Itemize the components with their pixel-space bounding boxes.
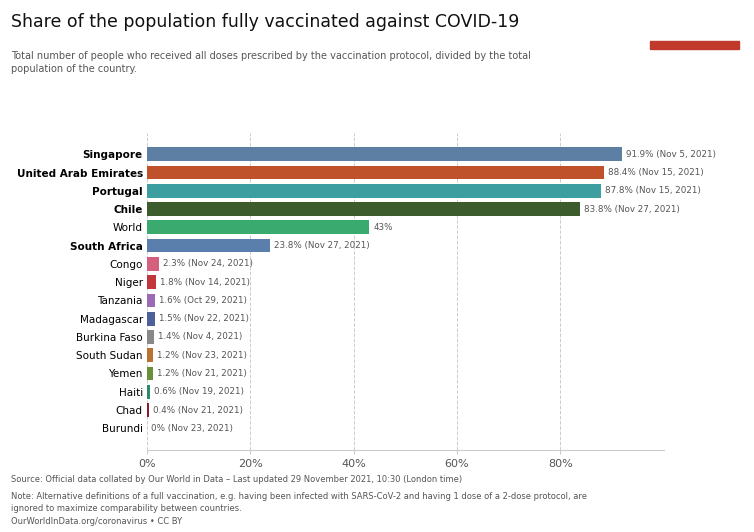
Bar: [147, 147, 622, 161]
Bar: [650, 41, 739, 49]
Text: 43%: 43%: [373, 223, 393, 232]
Text: 87.8% (Nov 15, 2021): 87.8% (Nov 15, 2021): [605, 186, 700, 195]
Text: 1.6% (Oct 29, 2021): 1.6% (Oct 29, 2021): [159, 296, 247, 305]
Bar: [147, 330, 155, 344]
Bar: [147, 275, 156, 289]
Text: 1.8% (Nov 14, 2021): 1.8% (Nov 14, 2021): [161, 278, 250, 287]
Text: 0.6% (Nov 19, 2021): 0.6% (Nov 19, 2021): [155, 387, 244, 396]
Bar: [147, 239, 270, 253]
Text: OurWorldInData.org/coronavirus • CC BY: OurWorldInData.org/coronavirus • CC BY: [11, 517, 182, 526]
Bar: [147, 348, 153, 362]
Text: Our World: Our World: [667, 16, 722, 25]
Text: 0.4% (Nov 21, 2021): 0.4% (Nov 21, 2021): [153, 405, 244, 414]
Bar: [147, 184, 600, 197]
Text: 2.3% (Nov 24, 2021): 2.3% (Nov 24, 2021): [163, 260, 253, 268]
Text: 83.8% (Nov 27, 2021): 83.8% (Nov 27, 2021): [584, 204, 680, 213]
Bar: [147, 257, 159, 271]
Bar: [147, 294, 155, 307]
Text: 1.4% (Nov 4, 2021): 1.4% (Nov 4, 2021): [158, 332, 243, 342]
Text: 88.4% (Nov 15, 2021): 88.4% (Nov 15, 2021): [608, 168, 703, 177]
Text: 91.9% (Nov 5, 2021): 91.9% (Nov 5, 2021): [626, 149, 716, 159]
Text: Note: Alternative definitions of a full vaccination, e.g. having been infected w: Note: Alternative definitions of a full …: [11, 492, 587, 513]
Text: Source: Official data collated by Our World in Data – Last updated 29 November 2: Source: Official data collated by Our Wo…: [11, 475, 462, 484]
Text: 23.8% (Nov 27, 2021): 23.8% (Nov 27, 2021): [274, 241, 369, 250]
Bar: [147, 220, 369, 234]
Bar: [147, 367, 153, 380]
Text: in Data: in Data: [675, 29, 714, 38]
Bar: [147, 165, 604, 179]
Bar: [147, 403, 149, 417]
Text: Total number of people who received all doses prescribed by the vaccination prot: Total number of people who received all …: [11, 51, 531, 74]
Bar: [147, 385, 150, 398]
Text: 1.2% (Nov 21, 2021): 1.2% (Nov 21, 2021): [158, 369, 247, 378]
Text: 1.2% (Nov 23, 2021): 1.2% (Nov 23, 2021): [158, 351, 247, 360]
Text: 1.5% (Nov 22, 2021): 1.5% (Nov 22, 2021): [159, 314, 249, 323]
Text: Share of the population fully vaccinated against COVID-19: Share of the population fully vaccinated…: [11, 13, 520, 31]
Text: 0% (Nov 23, 2021): 0% (Nov 23, 2021): [151, 424, 233, 433]
Bar: [147, 202, 580, 216]
Bar: [147, 312, 155, 326]
